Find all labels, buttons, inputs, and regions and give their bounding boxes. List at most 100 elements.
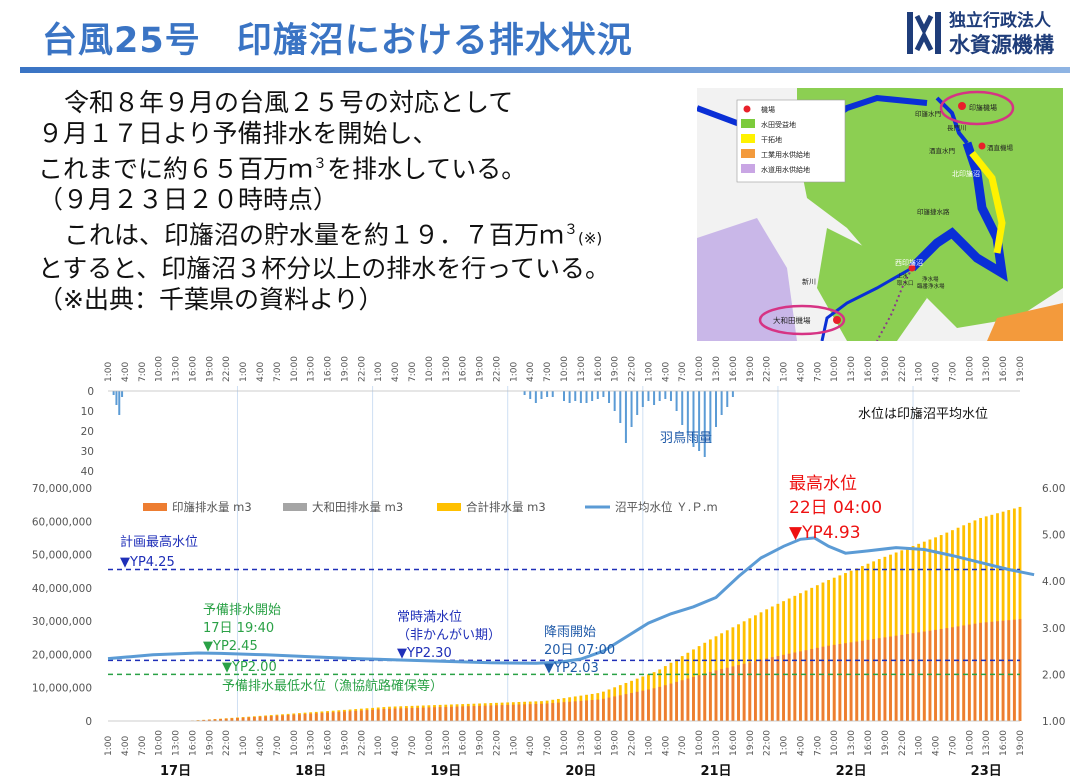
day-label: 21日 [700, 764, 731, 776]
inba-volume-bar [714, 670, 718, 721]
inba-volume-bar [264, 716, 268, 721]
day-label: 23日 [971, 764, 1002, 776]
desc-line-7: （※出典：千葉県の資料より） [38, 284, 384, 314]
max-level-value: ▼YP4.93 [789, 523, 861, 543]
hour-tick-label-bottom: 10:00 [560, 730, 570, 756]
map-legend-label-1: 水田受益地 [761, 120, 796, 129]
annotation-plan-max: 計画最高水位 ▼YP4.25 [120, 534, 198, 570]
hour-tick-label-top: 16:00 [729, 356, 739, 382]
inba-volume-bar [207, 719, 211, 721]
inba-volume-bar [421, 707, 425, 721]
rain-bar [121, 391, 124, 397]
inba-volume-bar [354, 710, 358, 721]
hour-tick-label-bottom: 22:00 [628, 730, 638, 756]
hour-tick-label-bottom: 19:00 [205, 730, 215, 756]
inba-volume-bar [365, 710, 369, 721]
total-volume-bar [973, 520, 977, 721]
inba-volume-bar [641, 690, 645, 721]
desc-line-5a: これは、印旛沼の貯水量を約１９．７百万ｍ [64, 220, 565, 250]
hour-tick-label-top: 22:00 [898, 356, 908, 382]
inba-volume-bar [303, 714, 307, 721]
inba-volume-bar [849, 642, 853, 721]
inba-volume-bar [461, 706, 465, 721]
level-tick-label: 5.00 [1042, 530, 1065, 542]
map-canal [876, 267, 913, 341]
rain-bar [608, 391, 611, 403]
desc-line-3-sup: ３ [313, 156, 328, 172]
inba-volume-bar [393, 708, 397, 721]
chart-legend: 印旛排水量 m3 大和田排水量 m3 合計排水量 m3 沼平均水位 Ｙ.Ｐ.m [143, 500, 718, 514]
map-highlight-inba [939, 90, 1015, 126]
hour-tick-label-top: 1:00 [644, 362, 654, 382]
level-tick-label: 2.00 [1042, 669, 1065, 681]
inba-volume-bar [241, 717, 245, 721]
inba-volume-bar [230, 718, 234, 721]
map-label-sakai-kijo: 酒直機場 [987, 143, 1014, 152]
max-level-title: 最高水位 [789, 474, 857, 494]
desc-line-3a: これまでに約６５百万ｍ [38, 154, 314, 184]
hour-tick-label-top: 7:00 [138, 362, 148, 382]
inba-volume-bar [359, 710, 363, 721]
rain-bar [579, 391, 582, 403]
map-legend-swatch-4 [741, 164, 755, 173]
annotation-rain-start: 降雨開始 20日 07:00 ▼YP2.03 [544, 625, 615, 676]
drainage-chart: 1:00 1:00 4:00 4:00 7:00 7:00 10:00 10:00 13:00 1… [32, 356, 1066, 776]
hour-tick-label-bottom: 19:00 [476, 730, 486, 756]
map-label-josui-4: 浄水場 [922, 275, 939, 283]
hour-tick-label-top: 19:00 [476, 356, 486, 382]
inba-volume-bar [1007, 620, 1011, 721]
page-title: 台風25号 印旛沼における排水状況 [42, 21, 633, 61]
inba-volume-bar [213, 719, 217, 721]
hour-tick-label-top: 1:00 [104, 362, 114, 382]
rain-bar [669, 391, 672, 401]
hour-tick-label-bottom: 7:00 [948, 736, 958, 756]
inba-volume-bar [990, 621, 994, 721]
inba-volume-bar [438, 707, 442, 721]
inba-volume-bar [382, 709, 386, 721]
hour-tick-label-top: 19:00 [611, 356, 621, 382]
inba-volume-bar [444, 706, 448, 721]
legend-swatch-ohwada [283, 503, 307, 511]
map-pump-inba [958, 102, 966, 110]
inba-volume-bar [1001, 620, 1005, 721]
inba-volume-bar [658, 686, 662, 721]
volume-tick-label: 60,000,000 [32, 516, 92, 528]
level-tick-label: 6.00 [1042, 483, 1065, 495]
inba-volume-bar [844, 643, 847, 721]
hour-tick-label-bottom: 13:00 [172, 730, 182, 756]
inba-volume-bar [928, 630, 932, 721]
map-paddy-area-south [817, 228, 927, 341]
hour-tick-label-top: 22:00 [763, 356, 773, 382]
rain-bar [619, 391, 622, 423]
map-legend-label-2: 干拓地 [761, 135, 782, 144]
inba-volume-bar [511, 704, 515, 721]
inba-volume-bar [433, 707, 436, 721]
rain-bar [613, 391, 616, 411]
hour-tick-label-top: 1:00 [509, 362, 519, 382]
hour-tick-label-top: 7:00 [408, 362, 418, 382]
rain-bar [568, 391, 571, 403]
inba-volume-bar [787, 653, 791, 721]
hour-tick-label-top: 4:00 [256, 362, 266, 382]
inba-volume-bar [517, 704, 521, 721]
rain-bar [647, 391, 650, 401]
total-volume-bar [1001, 511, 1005, 721]
rain-bar [534, 391, 537, 403]
inba-volume-bar [872, 639, 876, 721]
map-label-ohwada: 大和田機場 [773, 315, 811, 325]
map-label-nishi-inba: 西印旛沼 [895, 258, 923, 267]
day-label: 22日 [836, 764, 867, 776]
inba-volume-bar [573, 701, 577, 721]
kou-value: ▼YP2.03 [544, 661, 599, 676]
hour-tick-label-top: 7:00 [948, 362, 958, 382]
inba-volume-bar [478, 705, 481, 721]
rain-bar [551, 391, 554, 397]
hour-tick-label-top: 10:00 [560, 356, 570, 382]
inba-volume-bar [314, 713, 318, 721]
hour-tick-label-top: 10:00 [155, 356, 165, 382]
inba-volume-bar [635, 691, 639, 721]
level-tick-label: 1.00 [1042, 716, 1065, 728]
inba-volume-bar [523, 704, 526, 721]
yobi-time: 17日 19:40 [203, 621, 274, 636]
inba-volume-bar [348, 711, 352, 721]
